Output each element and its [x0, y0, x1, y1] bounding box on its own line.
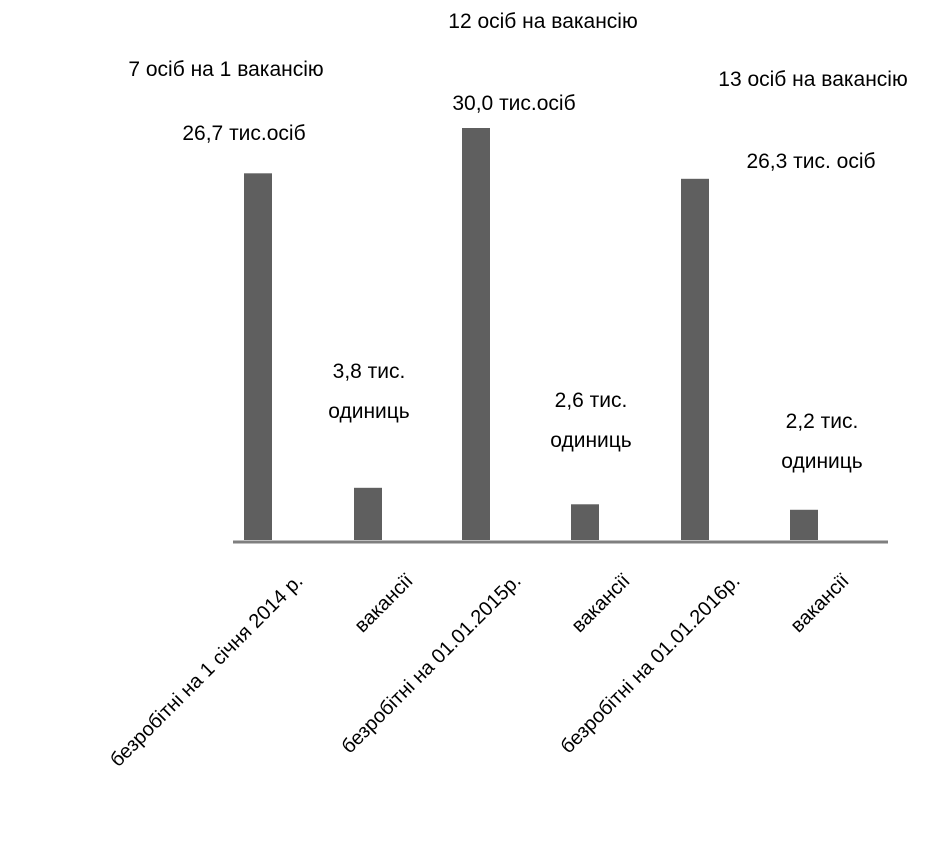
value-label-5-line-1: 26,3 тис. осіб — [746, 150, 875, 173]
bar-2 — [354, 487, 382, 540]
category-label-3: безробітні на 01.01.2015р. — [337, 570, 525, 758]
value-label-4-line-2: одиниць — [550, 429, 632, 452]
category-labels-group: безробітні на 1 січня 2014 р. вакансіїбез… — [106, 570, 854, 772]
bar-6 — [790, 509, 818, 540]
category-label-2: вакансії — [350, 570, 417, 637]
value-label-6-line-2: одиниць — [781, 450, 863, 473]
value-label-6-line-1: 2,2 тис. — [786, 410, 859, 433]
bar-3 — [462, 128, 490, 540]
value-labels-group: 26,7 тис.осіб 3,8 тис. одиниць 30,0 тис.осі… — [182, 92, 875, 473]
bar-5 — [681, 178, 709, 540]
value-label-4-line-1: 2,6 тис. — [555, 389, 628, 412]
annotation-1: 7 осіб на 1 вакансію — [128, 58, 323, 81]
value-label-2-line-2: одиниць — [328, 400, 410, 423]
annotation-3: 13 осіб на вакансію — [718, 68, 907, 91]
value-label-2-line-1: 3,8 тис. — [333, 360, 406, 383]
category-label-4: вакансії — [567, 570, 634, 637]
annotations-group: 7 осіб на 1 вакансію 12 осіб на вакансію 1… — [128, 10, 907, 91]
value-label-1-line-1: 26,7 тис.осіб — [182, 122, 305, 145]
value-label-3-line-1: 30,0 тис.осіб — [452, 92, 575, 115]
category-label-5: безробітні на 01.01.2016р. — [556, 570, 744, 758]
category-label-1: безробітні на 1 січня 2014 р. — [106, 570, 307, 771]
category-label-6: вакансії — [786, 570, 853, 637]
bars-group — [244, 128, 818, 540]
annotation-2: 12 осіб на вакансію — [448, 10, 637, 33]
bar-4 — [571, 504, 599, 540]
bar-1 — [244, 173, 272, 540]
